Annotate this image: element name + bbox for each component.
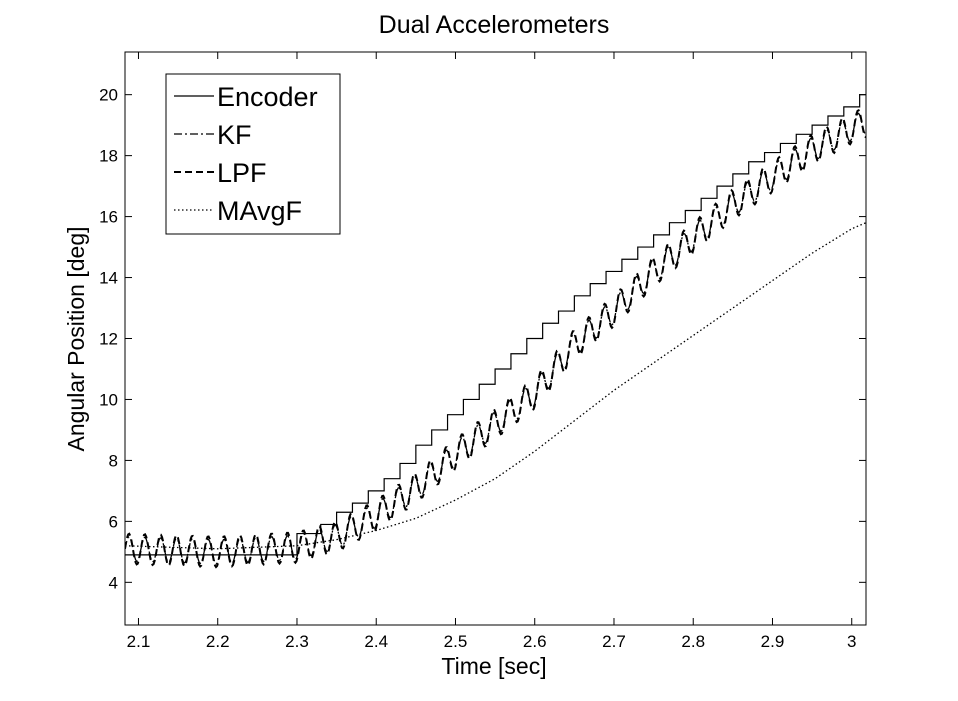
y-tick-label: 14 [99, 269, 118, 288]
x-axis: 2.1 2.2 2.3 2.4 2.5 2.6 2.7 2.8 2.9 3 [127, 52, 856, 651]
y-tick-label: 16 [99, 208, 118, 227]
x-tick-label: 2.4 [364, 632, 388, 651]
x-tick-label: 2.2 [206, 632, 230, 651]
legend: Encoder KF LPF MAvgF [165, 73, 341, 235]
x-tick-label: 3 [847, 632, 856, 651]
y-tick-label: 4 [109, 573, 118, 592]
x-tick-label: 2.3 [285, 632, 309, 651]
y-axis: 4 6 8 10 12 14 16 18 20 [99, 86, 866, 592]
x-tick-label: 2.7 [602, 632, 626, 651]
legend-label-mavgf: MAvgF [217, 196, 302, 226]
legend-label-encoder: Encoder [217, 82, 318, 112]
x-tick-label: 2.5 [444, 632, 468, 651]
series-line-encoder [125, 94, 866, 556]
y-tick-label: 12 [99, 330, 118, 349]
y-axis-title: Angular Position [deg] [63, 226, 89, 451]
x-tick-label: 2.8 [681, 632, 705, 651]
y-tick-label: 20 [99, 86, 118, 105]
legend-label-kf: KF [217, 120, 252, 150]
x-axis-title: Time [sec] [441, 653, 546, 679]
x-tick-label: 2.9 [761, 632, 785, 651]
y-tick-label: 10 [99, 390, 118, 409]
series-line-lpf [125, 109, 866, 569]
y-tick-label: 8 [109, 451, 118, 470]
series-layer [125, 94, 866, 569]
x-tick-label: 2.1 [127, 632, 151, 651]
legend-label-lpf: LPF [217, 158, 267, 188]
y-tick-label: 18 [99, 147, 118, 166]
legend-box [165, 73, 341, 235]
chart-title: Dual Accelerometers [379, 11, 610, 39]
y-tick-label: 6 [109, 512, 118, 531]
x-tick-label: 2.6 [523, 632, 547, 651]
